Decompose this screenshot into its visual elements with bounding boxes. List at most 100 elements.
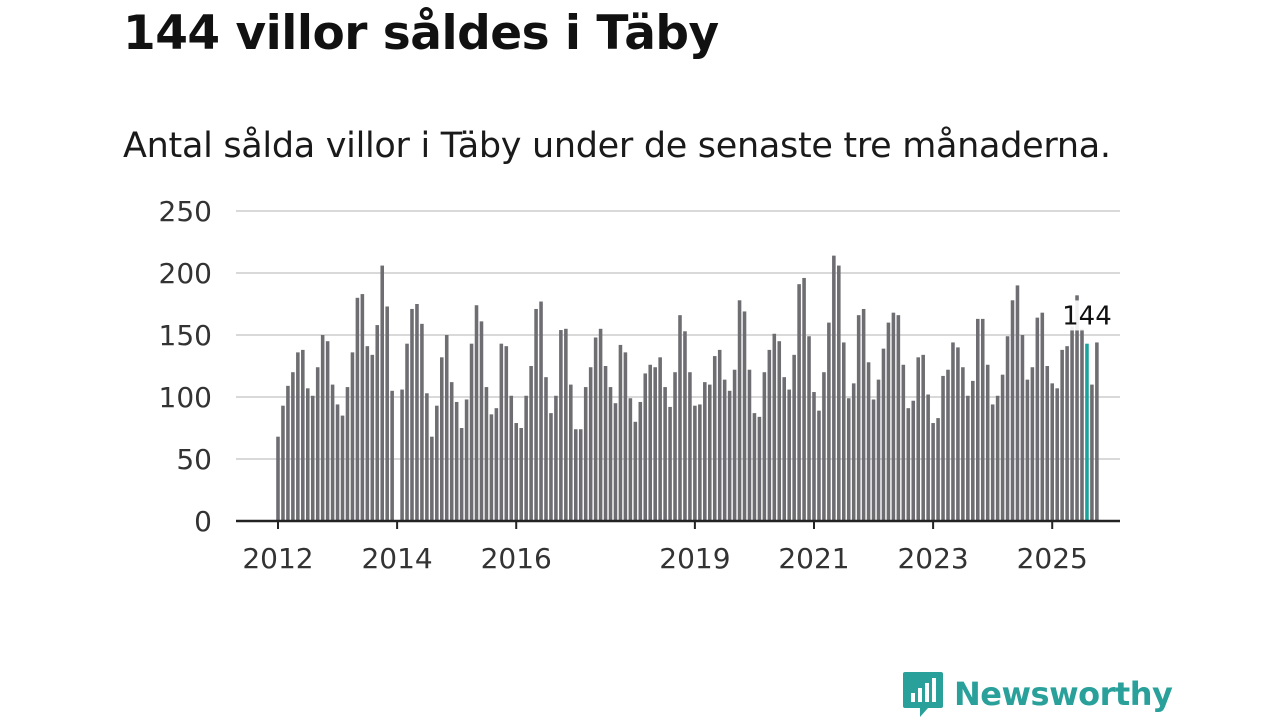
bar (564, 328, 568, 521)
bar (712, 356, 717, 521)
bar (489, 414, 494, 521)
bar (291, 372, 295, 521)
bar (305, 388, 310, 521)
bar-highlight (1085, 343, 1089, 521)
bar (678, 315, 682, 521)
bar (946, 369, 950, 521)
bar (504, 346, 509, 521)
bar (980, 318, 985, 521)
bar (703, 382, 707, 521)
bar (370, 354, 375, 521)
bar (296, 352, 300, 521)
x-tick-label: 2012 (242, 542, 313, 575)
bar (707, 384, 712, 521)
bar (529, 366, 533, 521)
x-axis: 2012 2014 2016 2019 2021 2023 2025 (236, 519, 1120, 575)
bar (841, 342, 846, 521)
bar (464, 399, 469, 521)
bar (1055, 388, 1059, 521)
bar (837, 265, 841, 521)
y-tick-label: 150 (159, 319, 212, 352)
bar (990, 404, 995, 521)
bar (549, 413, 553, 521)
bar (807, 336, 811, 521)
bar (400, 389, 404, 521)
bar (871, 399, 876, 521)
bar (524, 395, 528, 521)
bar (1010, 300, 1015, 521)
y-tick-label: 250 (159, 195, 212, 228)
x-tick-label: 2019 (659, 542, 730, 575)
bar (827, 322, 831, 521)
bar (698, 404, 702, 521)
bar (345, 387, 350, 521)
bar (876, 379, 881, 521)
bar (881, 348, 886, 521)
bar (792, 354, 796, 521)
bar (1035, 317, 1040, 521)
bar (966, 395, 970, 521)
bar (747, 369, 752, 521)
newsworthy-logo: Newsworthy (902, 670, 1173, 718)
bar (554, 395, 558, 521)
bar (782, 377, 787, 521)
bar (822, 372, 826, 521)
bar (454, 401, 459, 521)
bar (583, 387, 588, 521)
bar (390, 390, 394, 521)
bar (1075, 295, 1079, 521)
bar (916, 357, 921, 521)
bar (1025, 379, 1030, 521)
bar (315, 367, 320, 521)
bar (310, 395, 315, 521)
bar (559, 330, 563, 521)
bar (732, 369, 737, 521)
x-tick-label: 2023 (897, 542, 968, 575)
bar (911, 400, 916, 521)
bar (767, 349, 772, 521)
bar (975, 318, 980, 521)
bar (812, 392, 816, 521)
chart-title: 144 villor såldes i Täby (123, 6, 719, 61)
bar (435, 405, 439, 521)
bar (628, 398, 633, 521)
bar (817, 410, 821, 521)
bar (1070, 326, 1074, 521)
bar (459, 428, 464, 521)
bar (281, 405, 285, 521)
bar (469, 343, 474, 521)
bar (499, 343, 504, 521)
bar (1065, 346, 1069, 521)
bar (901, 364, 906, 521)
bar (663, 387, 667, 521)
bar (648, 364, 653, 521)
bar (494, 408, 499, 521)
bar (936, 418, 940, 521)
bar (439, 357, 444, 521)
bar (340, 415, 345, 521)
bar (603, 366, 608, 521)
bar (772, 333, 777, 521)
bar (276, 436, 280, 521)
bar (742, 311, 747, 521)
bar (722, 379, 727, 521)
bar (573, 429, 578, 521)
bar (320, 335, 325, 521)
bar (593, 337, 598, 521)
bar (375, 325, 380, 521)
bar (693, 405, 697, 521)
bar (385, 306, 389, 521)
bar (752, 413, 757, 521)
bar (921, 354, 925, 521)
bar (951, 342, 955, 521)
x-tick-label: 2025 (1017, 542, 1088, 575)
bar (613, 403, 618, 521)
bar (618, 344, 623, 521)
bar (286, 385, 290, 521)
x-tick-label: 2014 (361, 542, 432, 575)
bar (633, 421, 638, 521)
bar (896, 315, 901, 521)
bar (856, 315, 861, 521)
y-tick-label: 100 (159, 381, 212, 414)
bar (479, 321, 484, 521)
